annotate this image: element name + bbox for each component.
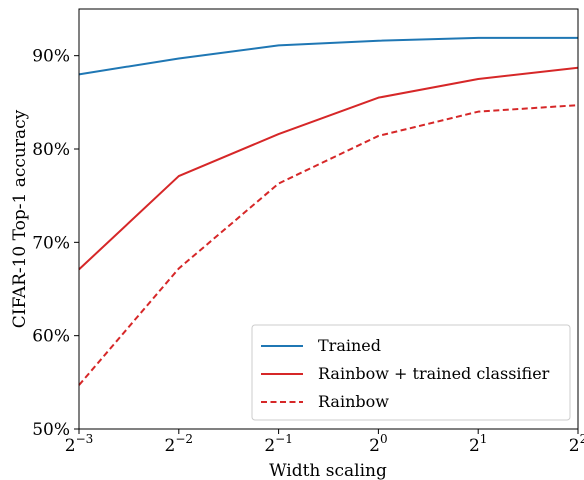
legend-box: [251, 324, 571, 421]
series-line-rainbow: [78, 104, 579, 386]
y-tick-label: 70%: [32, 233, 70, 253]
x-axis-title: Width scaling: [269, 461, 387, 480]
plot-frame: [78, 8, 579, 430]
legend-label: Trained: [318, 336, 381, 355]
y-tick-label: 50%: [32, 420, 70, 440]
x-tick-label: 22: [569, 432, 584, 456]
series-line-rainbow-trained-classifier: [78, 66, 579, 271]
x-tick-label: 20: [369, 432, 387, 456]
x-tick-label: 2−3: [65, 432, 94, 456]
y-tick-label: 90%: [32, 47, 70, 67]
legend-label: Rainbow + trained classifier: [318, 364, 550, 383]
y-tick-label: 80%: [32, 140, 70, 160]
y-tick-label: 60%: [32, 327, 70, 347]
x-tick-label: 21: [469, 432, 487, 456]
legend-label: Rainbow: [318, 392, 389, 411]
y-axis-title: CIFAR-10 Top-1 accuracy: [10, 109, 30, 328]
legend: Trained Rainbow + trained classifier Rainb…: [251, 324, 571, 421]
x-tick-label: 2−2: [165, 432, 194, 456]
x-tick-label: 2−1: [264, 432, 293, 456]
series-line-trained: [78, 36, 578, 76]
ticks-layer: 50% 60% 70% 80% 90% 2−3 2−2 2−1 20 21 22: [32, 47, 584, 456]
series-layer: [78, 36, 579, 386]
